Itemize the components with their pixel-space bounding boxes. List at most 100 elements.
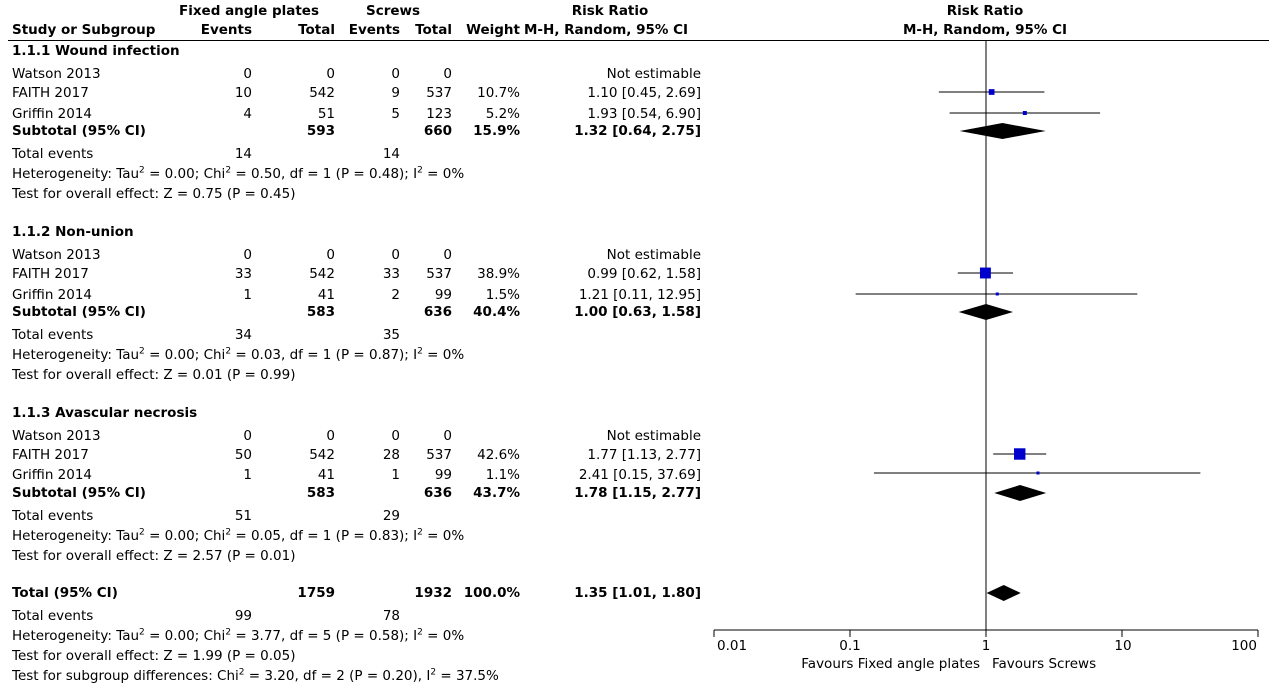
- subgroup-difference-text: Test for subgroup differences: Chi2 = 3.…: [12, 667, 499, 684]
- study-name: Watson 2013: [12, 247, 101, 263]
- study-events2: 1: [391, 467, 400, 483]
- study-total2: 0: [443, 247, 452, 263]
- header-rule: [8, 40, 1269, 41]
- subtotal-label: Subtotal (95% CI): [12, 485, 146, 501]
- study-total1: 542: [309, 447, 335, 463]
- study-total2: 99: [434, 287, 452, 303]
- study-weight: 38.9%: [477, 266, 520, 282]
- study-total1: 51: [317, 106, 335, 122]
- study-events1: 50: [234, 447, 252, 463]
- study-total2: 537: [426, 85, 452, 101]
- total-events2: 29: [382, 508, 400, 524]
- study-events1: 0: [243, 247, 252, 263]
- study-weight: 1.5%: [485, 287, 520, 303]
- study-events1: 0: [243, 428, 252, 444]
- axis-tick-label: 10: [1114, 638, 1132, 654]
- overall-effect-text: Test for overall effect: Z = 2.57 (P = 0…: [12, 548, 296, 564]
- study-total1: 0: [326, 247, 335, 263]
- study-events1: 0: [243, 66, 252, 82]
- group2-header: Screws: [366, 3, 421, 19]
- total-total1: 1759: [297, 585, 335, 601]
- plot-method-header: M-H, Random, 95% CI: [902, 22, 1068, 38]
- heterogeneity-text: Heterogeneity: Tau2 = 0.00; Chi2 = 3.77,…: [12, 627, 465, 644]
- study-events2: 33: [382, 266, 400, 282]
- subtotal-diamond: [958, 304, 1014, 320]
- subgroup-title: 1.1.3 Avascular necrosis: [12, 405, 198, 421]
- study-ci: 1.10 [0.45, 2.69]: [587, 85, 701, 101]
- study-name: Griffin 2014: [12, 287, 93, 303]
- total-events1: 99: [234, 608, 252, 624]
- study-total2: 537: [426, 447, 452, 463]
- study-total2: 537: [426, 266, 452, 282]
- study-name: Watson 2013: [12, 66, 101, 82]
- rr-method-header: M-H, Random, 95% CI: [524, 22, 689, 38]
- study-events2: 9: [391, 85, 400, 101]
- subtotal-diamond: [994, 485, 1047, 501]
- study-events2: 5: [391, 106, 400, 122]
- heterogeneity-text: Heterogeneity: Tau2 = 0.00; Chi2 = 0.03,…: [12, 346, 465, 363]
- study-events1: 1: [243, 467, 252, 483]
- study-point-marker: [995, 292, 999, 296]
- group1-header: Fixed angle plates: [179, 3, 319, 19]
- axis-tick-label: 0.1: [839, 638, 861, 654]
- total-events-label: Total events: [12, 327, 94, 343]
- study-point-marker: [979, 267, 991, 279]
- study-events1: 10: [234, 85, 252, 101]
- study-name: Griffin 2014: [12, 106, 93, 122]
- study-name: FAITH 2017: [12, 447, 89, 463]
- subtotal-total1: 593: [306, 123, 335, 139]
- study-ci: 1.77 [1.13, 2.77]: [587, 447, 701, 463]
- study-total1: 542: [309, 85, 335, 101]
- total-events1: 14: [234, 146, 252, 162]
- study-ci: 1.21 [0.11, 12.95]: [578, 287, 701, 303]
- subtotal-ci: 1.32 [0.64, 2.75]: [574, 123, 701, 139]
- rr-title: Risk Ratio: [571, 3, 649, 19]
- study-weight: 10.7%: [477, 85, 520, 101]
- study-total1: 542: [309, 266, 335, 282]
- study-events2: 0: [391, 247, 400, 263]
- study-weight: 1.1%: [485, 467, 520, 483]
- total2-header: Total: [415, 22, 452, 38]
- total-label: Total (95% CI): [12, 585, 118, 601]
- study-point-marker: [988, 89, 995, 95]
- favours-right-label: Favours Screws: [992, 656, 1097, 672]
- study-events2: 0: [391, 66, 400, 82]
- study-col-header: Study or Subgroup: [12, 22, 156, 38]
- study-ci: Not estimable: [606, 247, 701, 263]
- study-ci: 0.99 [0.62, 1.58]: [587, 266, 701, 282]
- axis-tick-label: 0.01: [717, 638, 748, 654]
- subtotal-weight: 43.7%: [473, 485, 520, 501]
- subtotal-label: Subtotal (95% CI): [12, 304, 146, 320]
- plot-title: Risk Ratio: [946, 3, 1024, 19]
- study-events1: 33: [234, 266, 252, 282]
- subtotal-label: Subtotal (95% CI): [12, 123, 146, 139]
- study-name: FAITH 2017: [12, 85, 89, 101]
- subtotal-total2: 636: [423, 304, 452, 320]
- study-events2: 28: [382, 447, 400, 463]
- study-ci: 2.41 [0.15, 37.69]: [578, 467, 701, 483]
- total-diamond: [986, 585, 1021, 601]
- study-ci: Not estimable: [606, 66, 701, 82]
- total-ci: 1.35 [1.01, 1.80]: [574, 585, 701, 601]
- subtotal-total1: 583: [306, 485, 335, 501]
- study-events1: 4: [243, 106, 252, 122]
- overall-effect-text: Test for overall effect: Z = 0.75 (P = 0…: [12, 186, 296, 202]
- study-total2: 99: [434, 467, 452, 483]
- subtotal-ci: 1.78 [1.15, 2.77]: [574, 485, 701, 501]
- study-events1: 1: [243, 287, 252, 303]
- subgroup-title: 1.1.1 Wound infection: [12, 43, 180, 59]
- overall-effect-text: Test for overall effect: Z = 1.99 (P = 0…: [12, 648, 296, 664]
- study-events2: 0: [391, 428, 400, 444]
- total-total2: 1932: [414, 585, 452, 601]
- study-name: FAITH 2017: [12, 266, 89, 282]
- subtotal-total2: 636: [423, 485, 452, 501]
- study-total1: 41: [317, 467, 335, 483]
- heterogeneity-text: Heterogeneity: Tau2 = 0.00; Chi2 = 0.50,…: [12, 165, 465, 182]
- study-name: Watson 2013: [12, 428, 101, 444]
- subtotal-ci: 1.00 [0.63, 1.58]: [574, 304, 701, 320]
- favours-left-label: Favours Fixed angle plates: [801, 656, 980, 672]
- total-events2: 78: [382, 608, 400, 624]
- subtotal-diamond: [959, 123, 1046, 139]
- study-ci: Not estimable: [606, 428, 701, 444]
